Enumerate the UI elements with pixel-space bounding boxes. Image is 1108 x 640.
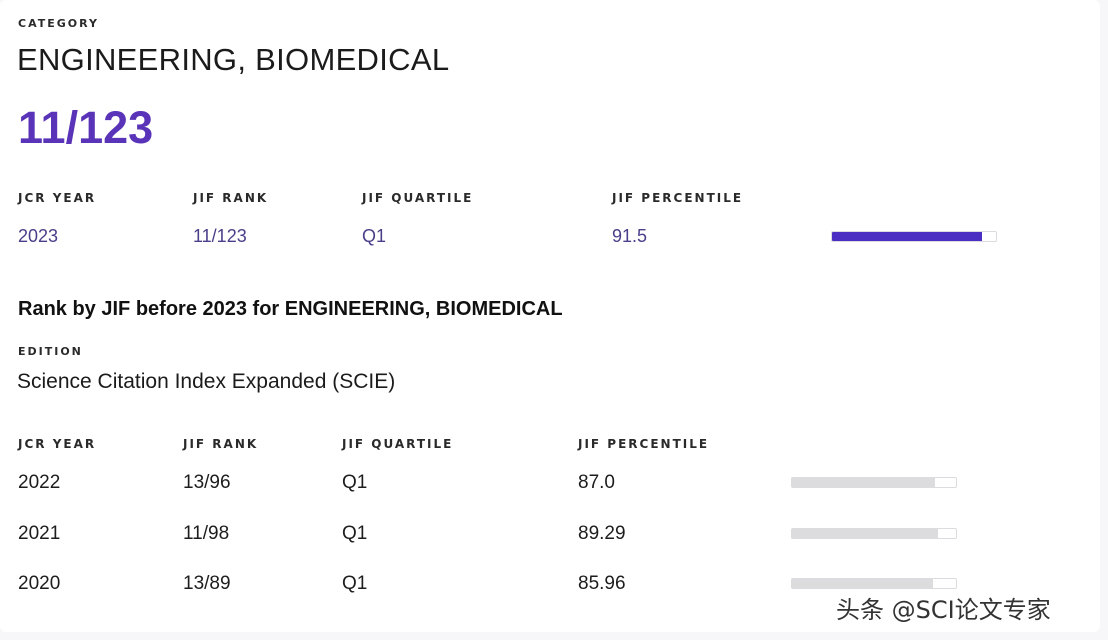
edition-name: Science Citation Index Expanded (SCIE) — [17, 370, 396, 393]
history-header-jif-rank: JIF RANK — [183, 437, 259, 451]
history-percentile-bar — [791, 578, 957, 589]
history-rank: 13/96 — [183, 472, 231, 493]
history-percentile-bar-fill — [792, 579, 933, 588]
current-quartile: Q1 — [362, 226, 387, 246]
history-header-jif-quartile: JIF QUARTILE — [342, 437, 454, 451]
current-percentile: 91.5 — [612, 226, 648, 246]
history-year: 2021 — [18, 523, 61, 544]
current-header-jif-rank: JIF RANK — [193, 191, 269, 205]
history-percentile-bar — [791, 477, 957, 488]
history-year: 2020 — [18, 573, 61, 594]
history-percentile-bar — [791, 528, 957, 539]
history-rank: 13/89 — [183, 573, 231, 594]
current-percentile-bar-fill — [832, 232, 983, 241]
category-rank-highlight: 11/123 — [18, 102, 154, 153]
category-label: CATEGORY — [18, 17, 99, 30]
history-header-jcr-year: JCR YEAR — [18, 437, 97, 451]
category-name: ENGINEERING, BIOMEDICAL — [17, 42, 450, 77]
current-year: 2023 — [18, 226, 59, 246]
history-percentile-bar-fill — [792, 478, 935, 487]
watermark-text: 头条 @SCI论文专家 — [836, 596, 1051, 624]
history-header-jif-percentile: JIF PERCENTILE — [578, 437, 710, 451]
history-quartile: Q1 — [342, 472, 368, 493]
current-header-jif-percentile: JIF PERCENTILE — [612, 191, 744, 205]
history-percentile: 89.29 — [578, 523, 626, 544]
current-rank: 11/123 — [193, 226, 247, 246]
history-percentile: 87.0 — [578, 472, 615, 493]
current-header-jif-quartile: JIF QUARTILE — [362, 191, 474, 205]
history-section-title: Rank by JIF before 2023 for ENGINEERING,… — [18, 298, 563, 320]
current-header-jcr-year: JCR YEAR — [18, 191, 97, 205]
history-year: 2022 — [18, 472, 61, 493]
history-rank: 11/98 — [183, 523, 230, 544]
history-percentile: 85.96 — [578, 573, 626, 594]
edition-label: EDITION — [18, 345, 83, 358]
history-quartile: Q1 — [342, 523, 368, 544]
history-percentile-bar-fill — [792, 529, 939, 538]
history-quartile: Q1 — [342, 573, 368, 594]
current-percentile-bar — [831, 231, 997, 242]
